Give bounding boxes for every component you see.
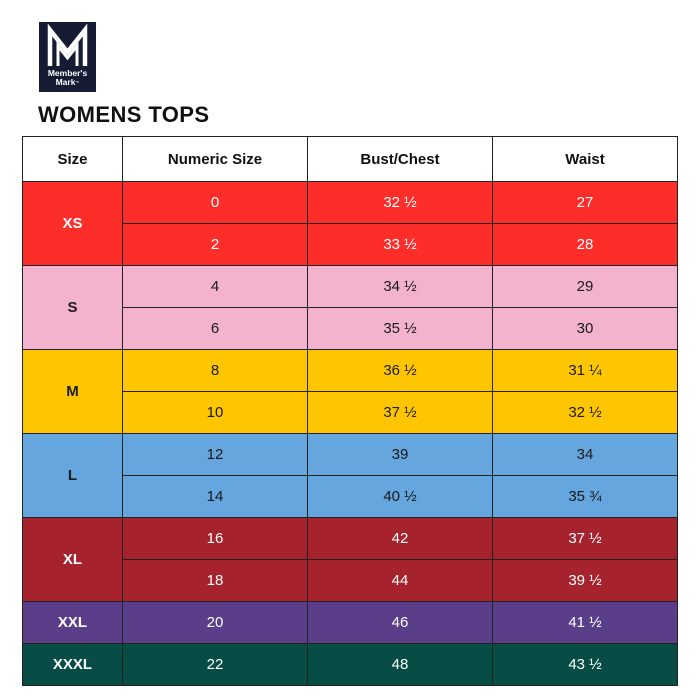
- bust-chest-cell: 36 ½: [307, 349, 493, 392]
- table-row: XS 0 32 ½ 27: [22, 181, 678, 266]
- numeric-size-cell: 2: [122, 223, 308, 266]
- size-label-cell: XXL: [22, 601, 123, 644]
- brand-name-line2: Mark: [55, 77, 76, 87]
- numeric-size-cell: 10: [122, 391, 308, 434]
- table-row: XL 16 42 37 ½: [22, 517, 678, 602]
- header-row: Size Numeric Size Bust/Chest Waist: [22, 136, 678, 182]
- waist-cell: 28: [492, 223, 678, 266]
- header-waist: Waist: [492, 136, 678, 182]
- header-size: Size: [22, 136, 123, 182]
- bust-chest-cell: 34 ½: [307, 265, 493, 308]
- brand-logo: Member's Mark™: [39, 22, 96, 92]
- table-row: 18 44 39 ½: [23, 559, 678, 602]
- table-row: 10 37 ½ 32 ½: [23, 391, 678, 434]
- size-label-cell: XS: [22, 181, 123, 266]
- waist-cell: 34: [492, 433, 678, 476]
- waist-cell: 30: [492, 307, 678, 350]
- table-row: M 8 36 ½ 31 ¼: [22, 349, 678, 434]
- header-numeric-size: Numeric Size: [122, 136, 308, 182]
- numeric-size-cell: 14: [122, 475, 308, 518]
- numeric-size-cell: 22: [122, 643, 308, 686]
- table-row: L 12 39 34: [22, 433, 678, 518]
- size-chart-table: Size Numeric Size Bust/Chest Waist XS 0 32…: [22, 136, 678, 686]
- waist-cell: 31 ¼: [492, 349, 678, 392]
- waist-cell: 35 ¾: [492, 475, 678, 518]
- header-bust-chest: Bust/Chest: [307, 136, 493, 182]
- bust-chest-cell: 35 ½: [307, 307, 493, 350]
- bust-chest-cell: 46: [307, 601, 493, 644]
- size-label-cell: S: [22, 265, 123, 350]
- page-title: WOMENS TOPS: [38, 102, 210, 127]
- size-label-cell: L: [22, 433, 123, 518]
- bust-chest-cell: 44: [307, 559, 493, 602]
- waist-cell: 27: [492, 181, 678, 224]
- size-label-cell: M: [22, 349, 123, 434]
- numeric-size-cell: 8: [122, 349, 308, 392]
- bust-chest-cell: 42: [307, 517, 493, 560]
- waist-cell: 41 ½: [492, 601, 678, 644]
- waist-cell: 32 ½: [492, 391, 678, 434]
- numeric-size-cell: 16: [122, 517, 308, 560]
- brand-name-line1: Member's: [47, 68, 88, 78]
- size-label-cell: XL: [22, 517, 123, 602]
- brand-mark-icon: [47, 23, 88, 66]
- numeric-size-cell: 20: [122, 601, 308, 644]
- bust-chest-cell: 33 ½: [307, 223, 493, 266]
- table-row: S 4 34 ½ 29: [22, 265, 678, 350]
- bust-chest-cell: 39: [307, 433, 493, 476]
- numeric-size-cell: 6: [122, 307, 308, 350]
- waist-cell: 43 ½: [492, 643, 678, 686]
- numeric-size-cell: 0: [122, 181, 308, 224]
- bust-chest-cell: 32 ½: [307, 181, 493, 224]
- numeric-size-cell: 4: [122, 265, 308, 308]
- table-row: XXL 20 46 41 ½: [22, 601, 678, 644]
- numeric-size-cell: 18: [122, 559, 308, 602]
- table-row: XXXL 22 48 43 ½: [22, 643, 678, 686]
- waist-cell: 37 ½: [492, 517, 678, 560]
- table-row: 6 35 ½ 30: [23, 307, 678, 350]
- table-row: 2 33 ½ 28: [23, 223, 678, 266]
- waist-cell: 29: [492, 265, 678, 308]
- size-chart-body: XS 0 32 ½ 27 2 33 ½ 28 S 4 34 ½ 29 6 35 ½ 30 M 8 36 ½ 31 …: [22, 181, 678, 686]
- waist-cell: 39 ½: [492, 559, 678, 602]
- bust-chest-cell: 48: [307, 643, 493, 686]
- bust-chest-cell: 37 ½: [307, 391, 493, 434]
- brand-trademark: ™: [75, 80, 80, 85]
- table-row: 14 40 ½ 35 ¾: [23, 475, 678, 518]
- numeric-size-cell: 12: [122, 433, 308, 476]
- bust-chest-cell: 40 ½: [307, 475, 493, 518]
- size-label-cell: XXXL: [22, 643, 123, 686]
